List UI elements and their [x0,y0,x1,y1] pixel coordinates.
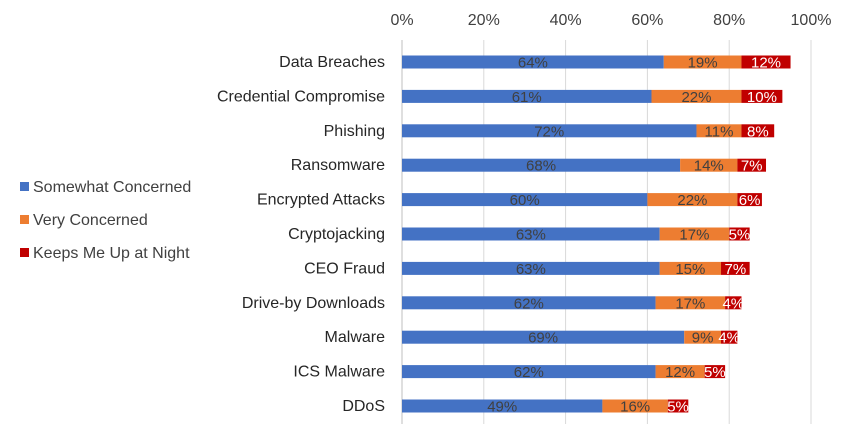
bar-segment [402,296,656,310]
bar-segment [741,55,791,69]
bar-segment [659,227,730,241]
data-label: 15% [675,261,705,278]
bar-segment [684,330,722,344]
bar-segment [602,399,668,413]
category-label: Encrypted Attacks [257,192,385,209]
data-label: 14% [694,158,724,175]
data-label: 22% [681,89,711,106]
data-label: 10% [747,89,777,106]
data-label: 69% [528,330,558,347]
bar-segment [402,365,656,379]
bar-segment [737,193,762,207]
data-label: 16% [620,399,650,416]
data-label: 63% [516,261,546,278]
bar-segment [680,158,738,172]
bar-segment [663,55,742,69]
category-label: DDoS [342,398,385,415]
legend-label: Somewhat Concerned [33,179,191,196]
data-label: 4% [718,330,740,347]
data-label: 17% [675,295,705,312]
data-label: 12% [751,55,781,72]
data-label: 6% [739,192,761,209]
bar-segment [402,399,603,413]
legend-swatch [20,215,29,224]
data-label: 62% [514,364,544,381]
category-label: Data Breaches [279,54,385,71]
data-label: 5% [667,399,689,416]
data-label: 4% [722,295,744,312]
category-label: Malware [325,329,386,346]
category-label: Phishing [324,123,385,140]
category-label: CEO Fraud [304,260,385,277]
bar-segment [402,330,685,344]
bar-segment [402,227,660,241]
legend-label: Very Concerned [33,212,148,229]
bar-segment [721,330,738,344]
data-label: 19% [688,55,718,72]
bar-segment [696,124,742,138]
x-tick-label: 40% [550,12,582,29]
data-label: 5% [729,227,751,244]
bar-segment [402,193,648,207]
category-label: Ransomware [291,157,385,174]
bar-segment [704,365,726,379]
x-tick-label: 80% [713,12,745,29]
category-label: Cryptojacking [288,226,385,243]
bar-segment [647,193,738,207]
bar-segment [655,365,705,379]
data-label: 8% [747,123,769,140]
bar-segment [402,89,652,103]
x-tick-label: 20% [468,12,500,29]
legend-swatch [20,248,29,257]
data-label: 17% [679,227,709,244]
legend-swatch [20,182,29,191]
data-label: 61% [512,89,542,106]
x-tick-label: 0% [390,12,413,29]
data-label: 22% [677,192,707,209]
bar-segment [737,158,767,172]
bar-segment [402,158,681,172]
data-label: 60% [510,192,540,209]
bar-segment [729,227,750,241]
category-label: Credential Compromise [217,88,385,105]
bar-segment [741,124,775,138]
data-label: 7% [741,158,763,175]
bar-segment [651,89,742,103]
category-label: Drive-by Downloads [242,295,385,312]
data-label: 72% [534,123,564,140]
data-label: 12% [665,364,695,381]
x-tick-label: 100% [791,12,832,29]
bar-segment [655,296,726,310]
bar-segment [741,89,783,103]
x-tick-label: 60% [631,12,663,29]
data-label: 49% [487,399,517,416]
bar-segment [721,261,750,275]
data-label: 5% [704,364,726,381]
bar-segment [659,261,722,275]
bar-segment [402,55,664,69]
data-label: 63% [516,227,546,244]
legend-label: Keeps Me Up at Night [33,245,190,262]
bar-segment [402,124,697,138]
data-label: 11% [705,123,734,140]
category-label: ICS Malware [293,364,385,381]
data-label: 9% [692,330,714,347]
bar-segment [402,261,660,275]
data-label: 62% [514,295,544,312]
data-label: 7% [724,261,746,278]
data-label: 68% [526,158,556,175]
bar-segment [725,296,742,310]
data-label: 64% [518,55,548,72]
bar-segment [667,399,689,413]
